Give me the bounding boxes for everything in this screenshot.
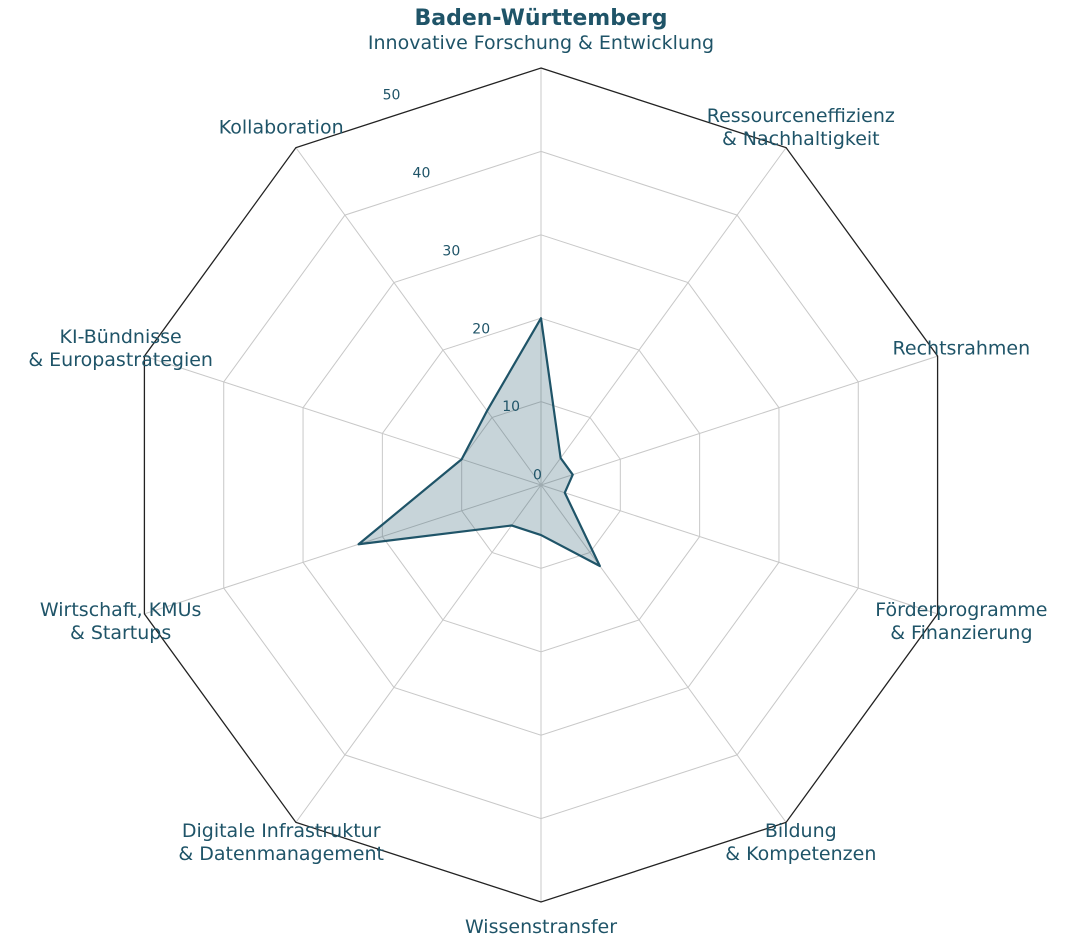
spoke (144, 484, 542, 615)
category-label: Wirtschaft, KMUs & Startups (40, 599, 201, 644)
spoke (540, 484, 938, 615)
category-label-line: Digitale Infrastruktur (182, 820, 381, 842)
r-tick-label: 20 (472, 321, 490, 337)
category-label: Wissenstransfer (465, 916, 617, 937)
category-label-line: Wirtschaft, KMUs (40, 599, 201, 621)
category-label-line: Rechtsrahmen (893, 337, 1031, 359)
spoke (540, 484, 787, 823)
category-label-line: Förderprogramme (875, 599, 1047, 621)
grid-ring (461, 401, 621, 569)
category-label-line: Wissenstransfer (465, 916, 617, 937)
spoke (540, 147, 787, 486)
data-area (357, 317, 601, 568)
grid-ring (223, 150, 859, 820)
r-tick-label: 30 (442, 243, 460, 259)
grid-ring (381, 317, 701, 653)
category-label-line: & Startups (70, 622, 171, 644)
category-label: Bildung & Kompetenzen (725, 820, 876, 865)
category-label-line: Kollaboration (219, 116, 344, 138)
category-label: Förderprogramme & Finanzierung (875, 599, 1047, 644)
grid-ring (302, 234, 780, 736)
category-label: Innovative Forschung & Entwicklung (368, 32, 714, 54)
outer-ring (143, 67, 939, 903)
category-label: Ressourceneffizienz & Nachhaltigkeit (707, 104, 895, 149)
category-label-line: KI-Bündnisse (60, 325, 182, 347)
spoke (295, 484, 542, 823)
category-label: Kollaboration (219, 116, 344, 138)
spoke (295, 147, 542, 486)
category-label-line: Ressourceneffizienz (707, 104, 895, 126)
r-tick-label: 40 (413, 166, 431, 182)
category-label: KI-Bündnisse & Europastrategien (28, 325, 213, 370)
spoke (144, 355, 542, 486)
category-label-line: & Nachhaltigkeit (722, 127, 880, 149)
spoke (540, 355, 938, 486)
category-label-line: & Finanzierung (890, 622, 1032, 644)
category-label-line: & Datenmanagement (178, 843, 384, 865)
r-tick-label: 50 (383, 88, 401, 104)
category-label: Digitale Infrastruktur & Datenmanagement (178, 820, 384, 865)
r-tick-label: 0 (533, 468, 542, 484)
category-label-line: Bildung (765, 820, 837, 842)
r-tick-label: 10 (502, 399, 520, 415)
chart-title: Baden-Württemberg (414, 6, 667, 31)
category-label: Rechtsrahmen (893, 337, 1031, 359)
category-label-line: Innovative Forschung & Entwicklung (368, 32, 714, 54)
category-label-line: & Kompetenzen (725, 843, 876, 865)
category-label-line: & Europastrategien (28, 348, 213, 370)
